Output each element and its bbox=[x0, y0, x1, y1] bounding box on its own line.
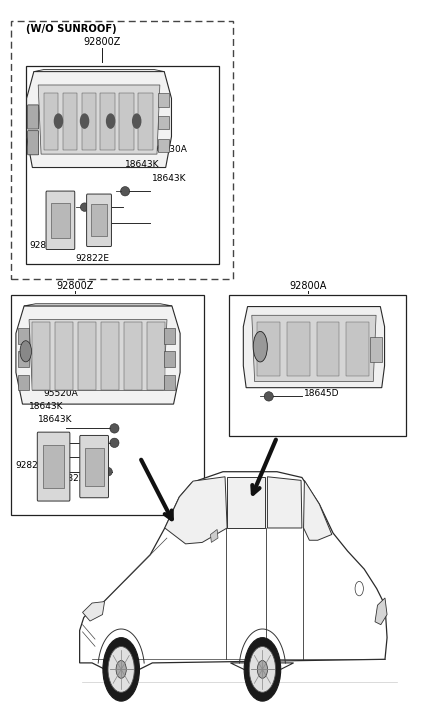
Text: 95530A: 95530A bbox=[43, 377, 78, 386]
Ellipse shape bbox=[110, 424, 119, 433]
Bar bbox=[55, 322, 73, 390]
Polygon shape bbox=[16, 306, 180, 404]
Ellipse shape bbox=[80, 203, 89, 212]
Bar bbox=[158, 93, 168, 107]
Bar bbox=[101, 322, 120, 390]
Bar bbox=[18, 351, 29, 367]
Polygon shape bbox=[29, 320, 167, 390]
FancyBboxPatch shape bbox=[87, 194, 112, 246]
Polygon shape bbox=[252, 316, 376, 382]
Circle shape bbox=[133, 114, 141, 128]
Polygon shape bbox=[304, 481, 332, 540]
Text: 92822E: 92822E bbox=[57, 475, 91, 483]
FancyBboxPatch shape bbox=[28, 105, 39, 129]
Bar bbox=[32, 322, 51, 390]
Polygon shape bbox=[267, 477, 302, 528]
Circle shape bbox=[108, 646, 134, 692]
Bar bbox=[158, 116, 168, 129]
Text: 18643K: 18643K bbox=[38, 415, 72, 425]
Bar bbox=[147, 322, 165, 390]
Bar bbox=[164, 328, 175, 344]
Polygon shape bbox=[243, 307, 384, 387]
Ellipse shape bbox=[264, 392, 273, 401]
Polygon shape bbox=[230, 663, 293, 672]
Text: 95520A: 95520A bbox=[43, 389, 78, 398]
Bar bbox=[229, 295, 406, 435]
Circle shape bbox=[244, 638, 281, 701]
Ellipse shape bbox=[94, 453, 102, 462]
Bar bbox=[346, 322, 369, 377]
Circle shape bbox=[116, 661, 126, 678]
Bar bbox=[258, 322, 280, 377]
Bar bbox=[158, 139, 168, 152]
Polygon shape bbox=[375, 598, 387, 624]
Circle shape bbox=[54, 114, 63, 128]
Text: 18645D: 18645D bbox=[304, 389, 339, 398]
Text: 92800Z: 92800Z bbox=[57, 281, 94, 291]
Bar bbox=[119, 93, 134, 150]
Ellipse shape bbox=[103, 219, 112, 228]
Circle shape bbox=[103, 638, 139, 701]
Bar bbox=[164, 374, 175, 390]
Circle shape bbox=[249, 646, 276, 692]
Text: 92800Z: 92800Z bbox=[84, 37, 121, 47]
Ellipse shape bbox=[104, 467, 112, 476]
Bar bbox=[85, 448, 104, 486]
FancyBboxPatch shape bbox=[28, 131, 39, 155]
Text: 92823D: 92823D bbox=[29, 241, 64, 250]
Circle shape bbox=[355, 582, 363, 596]
Bar bbox=[370, 337, 382, 361]
Bar bbox=[18, 328, 29, 344]
Text: (W/O SUNROOF): (W/O SUNROOF) bbox=[26, 24, 116, 33]
Text: 92822E: 92822E bbox=[75, 254, 109, 263]
Bar bbox=[11, 295, 204, 515]
Circle shape bbox=[257, 661, 268, 678]
Polygon shape bbox=[210, 529, 218, 542]
Polygon shape bbox=[165, 477, 227, 544]
Circle shape bbox=[80, 114, 88, 128]
Bar bbox=[101, 93, 115, 150]
Bar bbox=[78, 322, 96, 390]
Bar bbox=[91, 204, 107, 236]
Text: 18643K: 18643K bbox=[152, 174, 187, 183]
Text: 95530A: 95530A bbox=[152, 145, 187, 154]
Polygon shape bbox=[80, 472, 387, 672]
Polygon shape bbox=[38, 85, 160, 154]
Bar bbox=[124, 322, 142, 390]
Bar bbox=[51, 203, 70, 238]
Polygon shape bbox=[27, 71, 171, 167]
Ellipse shape bbox=[120, 187, 130, 196]
Text: 92823D: 92823D bbox=[15, 462, 51, 470]
Bar bbox=[164, 351, 175, 367]
Text: 92800A: 92800A bbox=[290, 281, 327, 291]
Bar bbox=[18, 374, 29, 390]
Polygon shape bbox=[83, 601, 104, 621]
Bar bbox=[63, 93, 77, 150]
Bar bbox=[44, 93, 59, 150]
Bar bbox=[317, 322, 339, 377]
Text: 18643K: 18643K bbox=[29, 402, 64, 411]
Bar bbox=[138, 93, 153, 150]
Bar bbox=[26, 65, 219, 264]
FancyBboxPatch shape bbox=[37, 432, 70, 501]
FancyBboxPatch shape bbox=[80, 435, 109, 498]
Polygon shape bbox=[227, 477, 265, 528]
Polygon shape bbox=[34, 70, 164, 71]
Bar bbox=[287, 322, 310, 377]
Circle shape bbox=[107, 114, 115, 128]
Ellipse shape bbox=[110, 438, 119, 448]
Ellipse shape bbox=[20, 341, 32, 362]
FancyBboxPatch shape bbox=[46, 191, 75, 249]
Text: 18643K: 18643K bbox=[125, 160, 160, 169]
Polygon shape bbox=[24, 304, 172, 306]
Ellipse shape bbox=[253, 332, 267, 362]
Bar bbox=[43, 446, 64, 488]
Bar bbox=[82, 93, 96, 150]
